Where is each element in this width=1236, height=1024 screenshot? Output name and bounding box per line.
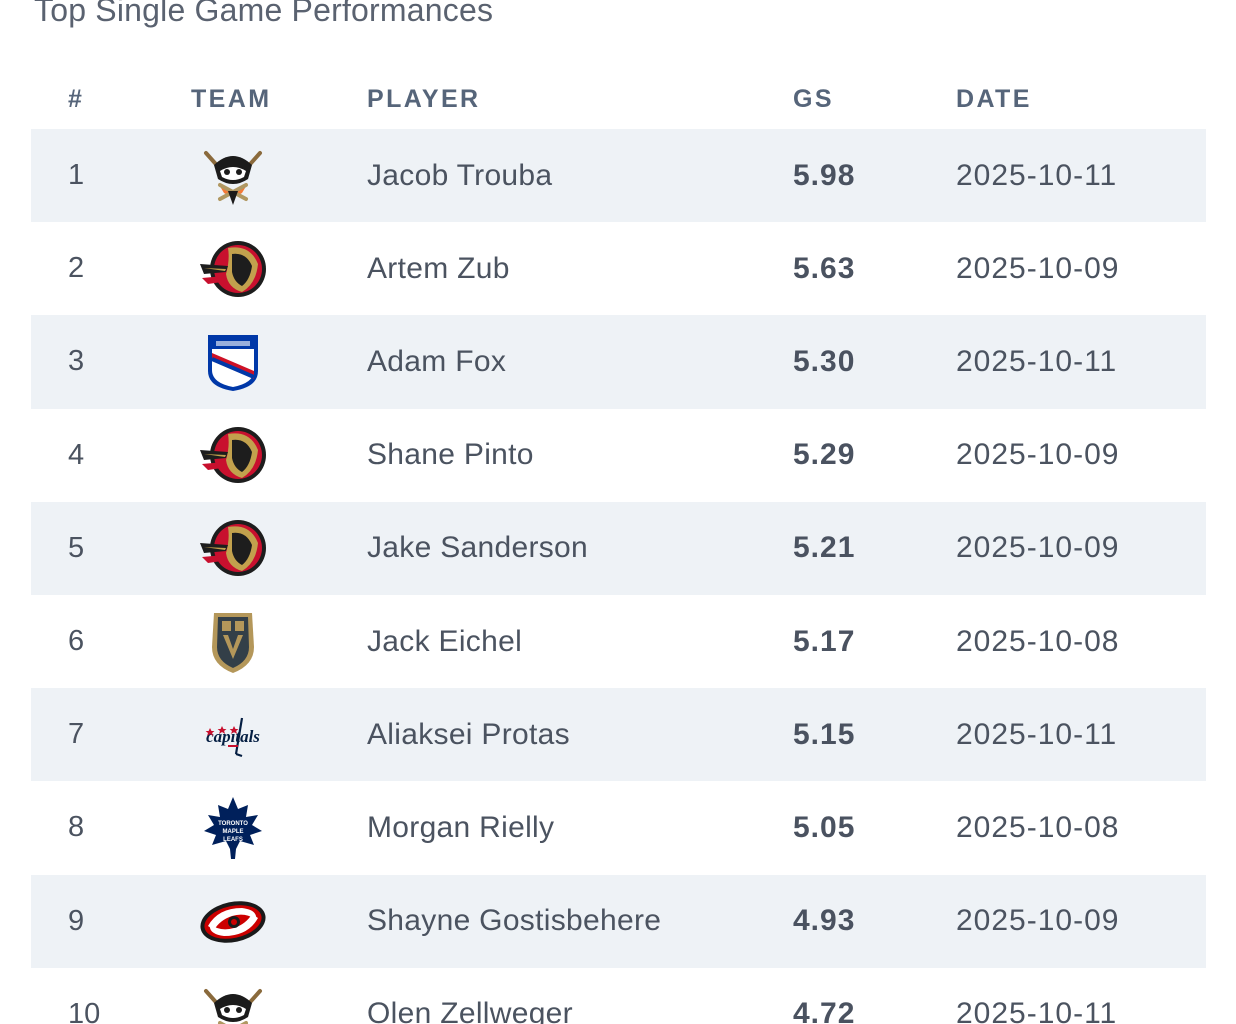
game-date: 2025-10-11 [956, 997, 1118, 1024]
player-name[interactable]: Shane Pinto [367, 438, 534, 472]
table-row[interactable]: 5 Jake Sanderson 5.21 2025-10-09 [31, 501, 1206, 595]
table-row[interactable]: 1 Jacob Trouba 5.98 2025-10-11 [31, 129, 1206, 223]
table-row[interactable]: 3 Adam Fox 5.30 2025-10-11 [31, 315, 1206, 409]
game-date: 2025-10-09 [956, 904, 1120, 938]
game-date: 2025-10-11 [956, 717, 1118, 751]
gs-value: 4.72 [793, 997, 856, 1024]
rank-cell: 3 [68, 345, 85, 378]
golden-knights-logo-icon [198, 607, 268, 677]
gs-value: 5.05 [793, 810, 856, 844]
player-name[interactable]: Adam Fox [367, 344, 507, 378]
rank-cell: 5 [68, 531, 85, 564]
game-date: 2025-10-08 [956, 624, 1120, 658]
game-date: 2025-10-09 [956, 531, 1120, 565]
table-row[interactable]: 8 TORONTO MAPLE LEAFS Morgan Rielly 5.05… [31, 781, 1206, 874]
table-row[interactable]: 9 Shayne Gostisbehere 4.93 2025-10-09 [31, 874, 1206, 968]
gs-value: 4.93 [793, 904, 856, 938]
maple-leafs-logo-icon: TORONTO MAPLE LEAFS [198, 793, 268, 863]
rank-cell: 6 [68, 625, 85, 658]
rank-cell: 10 [68, 997, 101, 1024]
senators-logo-icon [198, 513, 268, 583]
table-row[interactable]: 10 Olen Zellweger 4.72 2025-10-11 [31, 968, 1206, 1024]
rangers-logo-icon [198, 327, 268, 397]
game-date: 2025-10-11 [956, 344, 1118, 378]
player-name[interactable]: Morgan Rielly [367, 810, 555, 844]
gs-value: 5.21 [793, 531, 856, 565]
rank-cell: 9 [68, 904, 85, 937]
table-row[interactable]: 2 Artem Zub 5.63 2025-10-09 [31, 222, 1206, 315]
gs-value: 5.17 [793, 624, 856, 658]
svg-text:TORONTO: TORONTO [218, 821, 248, 827]
gs-value: 5.30 [793, 344, 856, 378]
gs-value: 5.63 [793, 251, 856, 285]
game-date: 2025-10-11 [956, 158, 1118, 192]
header-date[interactable]: DATE [956, 85, 1032, 113]
hurricanes-logo-icon [198, 886, 268, 956]
senators-logo-icon [198, 420, 268, 490]
table-row[interactable]: 6 Jack Eichel 5.17 2025-10-08 [31, 595, 1206, 688]
capitals-logo-icon: capitals [198, 700, 268, 770]
player-name[interactable]: Shayne Gostisbehere [367, 904, 662, 938]
header-player[interactable]: PLAYER [367, 85, 481, 113]
player-name[interactable]: Jake Sanderson [367, 531, 589, 565]
ducks-logo-icon [198, 979, 268, 1024]
gs-value: 5.15 [793, 717, 856, 751]
player-name[interactable]: Aliaksei Protas [367, 717, 570, 751]
rank-cell: 4 [68, 438, 85, 471]
gs-value: 5.29 [793, 438, 856, 472]
svg-text:capitals: capitals [206, 727, 260, 746]
svg-text:LEAFS: LEAFS [223, 837, 243, 843]
rank-cell: 2 [68, 252, 85, 285]
table-header: # TEAM PLAYER GS DATE [31, 70, 1206, 129]
player-name[interactable]: Artem Zub [367, 251, 510, 285]
header-rank[interactable]: # [68, 85, 85, 113]
player-name[interactable]: Jacob Trouba [367, 158, 553, 192]
rank-cell: 8 [68, 811, 85, 844]
svg-text:MAPLE: MAPLE [223, 829, 244, 835]
rank-cell: 7 [68, 718, 85, 751]
table-row[interactable]: 7 capitals Aliaksei Protas 5.15 2025-10-… [31, 688, 1206, 782]
game-date: 2025-10-08 [956, 810, 1120, 844]
table-row[interactable]: 4 Shane Pinto 5.29 2025-10-09 [31, 409, 1206, 502]
gs-value: 5.98 [793, 158, 856, 192]
game-date: 2025-10-09 [956, 251, 1120, 285]
table-body: 1 Jacob Trouba 5.98 2025-10-11 2 [31, 129, 1206, 1024]
senators-logo-icon [198, 234, 268, 304]
page-title: Top Single Game Performances [34, 0, 494, 28]
player-name[interactable]: Olen Zellweger [367, 997, 573, 1024]
rank-cell: 1 [68, 159, 85, 192]
ducks-logo-icon [198, 141, 268, 211]
performances-table: # TEAM PLAYER GS DATE 1 Jacob Trouba 5.9… [31, 70, 1206, 1024]
header-team[interactable]: TEAM [191, 85, 272, 113]
game-date: 2025-10-09 [956, 438, 1120, 472]
header-gs[interactable]: GS [793, 85, 834, 113]
player-name[interactable]: Jack Eichel [367, 624, 523, 658]
